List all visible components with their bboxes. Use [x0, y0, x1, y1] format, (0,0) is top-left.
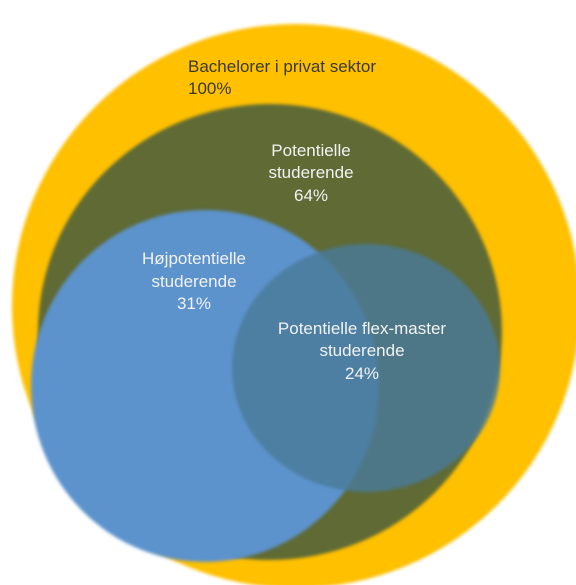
label-potential-line2: studerende — [268, 163, 353, 182]
label-flex-master-line1: Potentielle flex-master — [278, 319, 447, 338]
label-bachelors-name: Bachelorer i privat sektor — [188, 57, 376, 76]
label-potential-line1: Potentielle — [271, 141, 350, 160]
circle-flex-master — [232, 244, 500, 492]
label-bachelors-value: 100% — [188, 79, 231, 98]
label-high-potential-line1: Højpotentielle — [142, 249, 246, 268]
label-high-potential-value: 31% — [177, 294, 211, 313]
label-high-potential-line2: studerende — [151, 272, 236, 291]
label-flex-master-value: 24% — [345, 364, 379, 383]
label-potential-value: 64% — [294, 186, 328, 205]
label-flex-master-line2: studerende — [319, 341, 404, 360]
